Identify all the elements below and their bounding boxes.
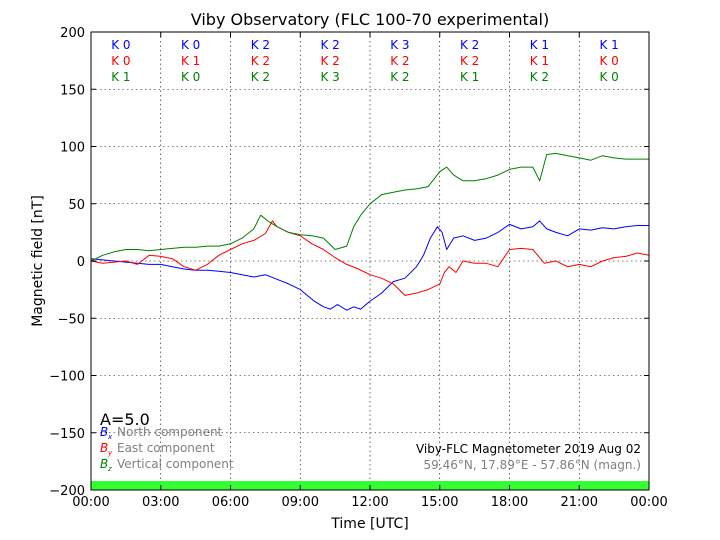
legend-symbol: B [100,441,108,455]
x-tick-label: 09:00 [282,495,319,510]
legend-symbol: B [100,425,108,439]
k-index-label: K 0 [111,54,130,68]
legend-subscript: x [107,433,113,441]
chart-title: Viby Observatory (FLC 100-70 experimenta… [191,10,550,29]
x-tick-label: 03:00 [142,495,179,510]
k-index-label: K 0 [181,70,200,84]
x-tick-label: 21:00 [561,495,598,510]
x-tick-label: 12:00 [351,495,388,510]
k-index-label: K 1 [460,70,479,84]
y-tick-label: −150 [49,427,85,442]
y-tick-label: −50 [58,312,85,327]
y-tick-label: −200 [49,484,85,499]
x-tick-label: 15:00 [421,495,458,510]
series-lines [90,152,650,311]
legend-symbol: B [100,457,108,471]
k-index-label: K 2 [460,38,479,52]
series-line-vertical-component [90,152,649,262]
k-index-label: K 1 [599,38,618,52]
y-tick-label: −100 [49,370,85,385]
k-index-label: K 0 [181,38,200,52]
k-index-label: K 2 [320,38,339,52]
k-index-table: K 0 K 0 K 2 K 2 K 3 K 2 K 1 K 1 K 0 K 1 K 2 K 2 K 2 K… [111,38,619,84]
series-line-east-component [90,220,650,296]
k-index-label: K 2 [320,54,339,68]
k-index-label: K 2 [251,38,270,52]
legend-label: Vertical component [117,457,234,471]
a-index: A=5.0 [100,410,150,429]
k-index-label: K 3 [390,38,409,52]
x-tick-label: 18:00 [491,495,528,510]
k-index-label: K 1 [530,38,549,52]
k-index-label: K 2 [530,70,549,84]
k-index-label: K 2 [251,70,270,84]
axis-ticks: 00:00 03:00 06:00 09:00 12:00 15:00 18:00 21:00… [49,26,667,510]
k-index-label: K 2 [251,54,270,68]
k-index-label: K 2 [390,70,409,84]
legend-label: North component [117,425,223,439]
x-axis-label: Time [UTC] [330,516,408,532]
y-tick-label: 50 [68,198,85,213]
k-index-label: K 0 [599,54,618,68]
info-line-2: 59.46°N, 17.89°E - 57.86°N (magn.) [424,458,641,472]
info-line-1: Viby-FLC Magnetometer 2019 Aug 02 [416,442,641,456]
y-tick-label: 0 [77,255,85,270]
k-index-label: K 3 [320,70,339,84]
k-index-label: K 0 [111,38,130,52]
series-line-north-component [90,220,649,311]
k-index-label: K 1 [111,70,130,84]
x-tick-label: 06:00 [212,495,249,510]
x-tick-label: 00:00 [72,495,109,510]
y-tick-label: 100 [60,141,85,156]
k-index-label: K 0 [599,70,618,84]
x-tick-label: 00:00 [630,495,667,510]
k-index-label: K 1 [181,54,200,68]
legend-label: East component [117,441,215,455]
legend-subscript: y [107,449,113,457]
k-index-label: K 1 [530,54,549,68]
y-tick-label: 200 [60,26,85,41]
legend-subscript: z [107,465,112,473]
k-index-label: K 2 [460,54,479,68]
y-axis-label: Magnetic field [nT] [30,195,46,327]
k-index-label: K 2 [390,54,409,68]
y-tick-label: 150 [60,83,85,98]
